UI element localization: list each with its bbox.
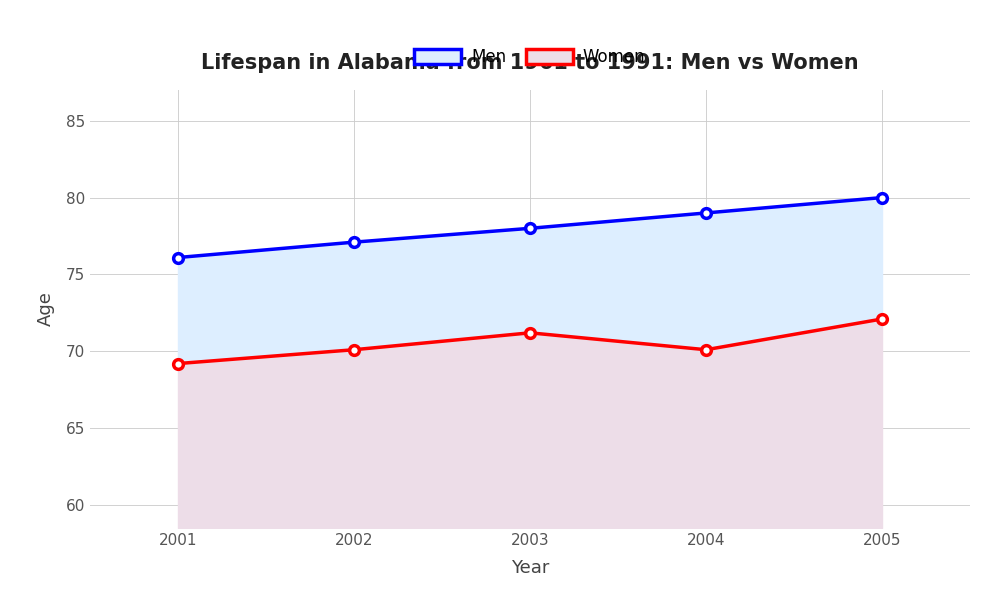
Title: Lifespan in Alabama from 1961 to 1991: Men vs Women: Lifespan in Alabama from 1961 to 1991: M… xyxy=(201,53,859,73)
X-axis label: Year: Year xyxy=(511,559,549,577)
Y-axis label: Age: Age xyxy=(37,292,55,326)
Legend: Men, Women: Men, Women xyxy=(408,41,652,73)
